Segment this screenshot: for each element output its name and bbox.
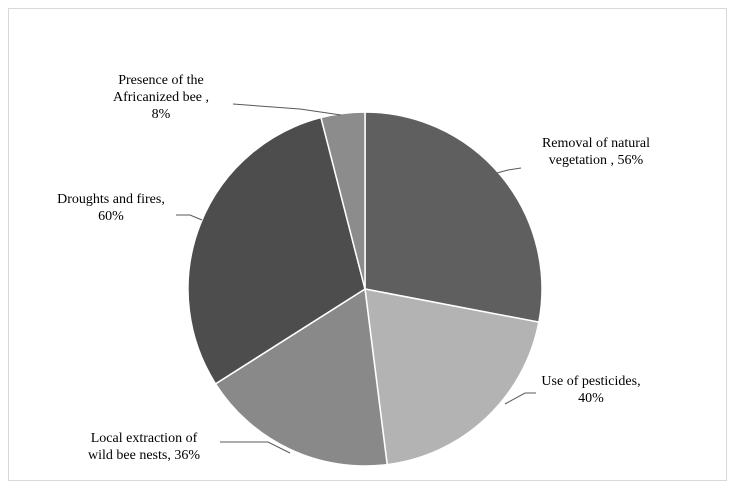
pie-slice-use-of-pesticides [364, 288, 540, 466]
data-label-line: Africanized bee , [113, 90, 209, 105]
leader-line-local-extraction-of-wild-bee-nests [220, 441, 291, 454]
leader-line-droughts-and-fires [176, 214, 203, 221]
data-label-line: Droughts and fires, [57, 192, 165, 207]
leader-line-use-of-pesticides [504, 392, 536, 405]
data-label-use-of-pesticides: Use of pesticides, 40% [541, 374, 640, 406]
data-label-line: vegetation , 56% [549, 153, 644, 168]
data-label-line: Use of pesticides, [541, 374, 640, 389]
pie-slice-removal-of-natural-vegetation [364, 111, 543, 324]
data-label-line: 60% [98, 209, 124, 224]
data-label-line: 40% [578, 391, 604, 406]
leader-line-presence-of-the-africanized-bee [232, 103, 342, 116]
data-label-line: Presence of the [118, 73, 204, 88]
data-label-presence-of-the-africanized-bee: Presence of the Africanized bee , 8% [113, 73, 209, 122]
pie-slice-droughts-and-fires [187, 116, 366, 385]
leader-line-removal-of-natural-vegetation [496, 167, 522, 174]
data-label-line: Removal of natural [542, 136, 650, 151]
data-label-line: 8% [152, 107, 171, 122]
data-label-removal-of-natural-vegetation: Removal of natural vegetation , 56% [542, 136, 650, 168]
pie-slice-presence-of-the-africanized-bee [320, 111, 366, 290]
pie-slice-local-extraction-of-wild-bee-nests [214, 287, 389, 467]
data-label-droughts-and-fires: Droughts and fires, 60% [57, 192, 165, 224]
data-label-line: wild bee nests, 36% [88, 448, 200, 463]
data-label-local-extraction-of-wild-bee-nests: Local extraction of wild bee nests, 36% [88, 431, 200, 463]
data-label-line: Local extraction of [91, 431, 198, 446]
